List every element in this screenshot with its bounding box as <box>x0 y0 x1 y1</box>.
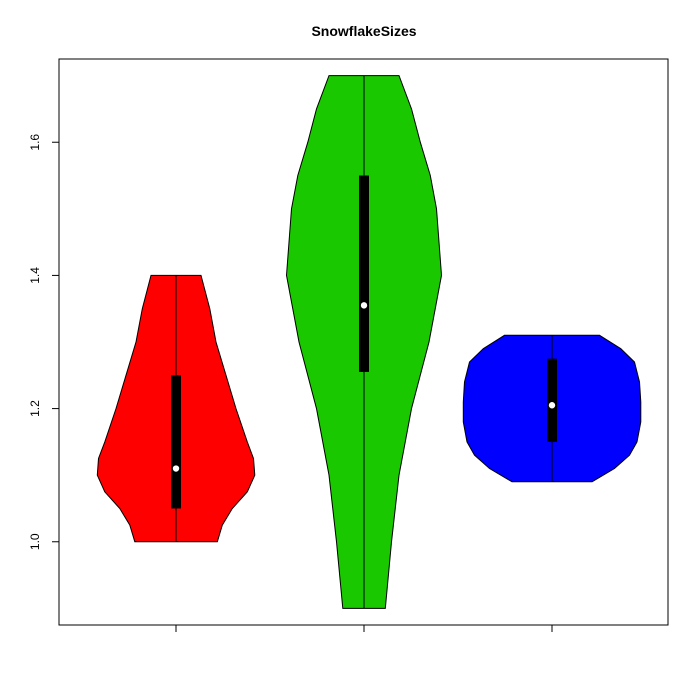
violin-iqr-box <box>547 358 557 442</box>
violin-median-point <box>548 402 556 409</box>
violin-iqr-box <box>171 375 181 509</box>
y-tick-label: 1.6 <box>28 134 42 151</box>
y-tick-label: 1.0 <box>28 533 42 550</box>
violin-group <box>462 334 642 483</box>
violin-median-point <box>172 465 180 472</box>
violin-group <box>96 274 256 543</box>
chart-title: SnowflakeSizes <box>311 23 416 39</box>
y-tick-label: 1.4 <box>28 267 42 284</box>
violin-median-point <box>360 302 368 309</box>
y-axis: 1.0 1.2 1.4 1.6 <box>28 134 59 550</box>
y-tick-label: 1.2 <box>28 400 42 417</box>
violins-layer <box>96 75 642 609</box>
violin-group <box>285 75 443 609</box>
violin-iqr-box <box>359 175 369 372</box>
x-axis <box>175 625 553 632</box>
